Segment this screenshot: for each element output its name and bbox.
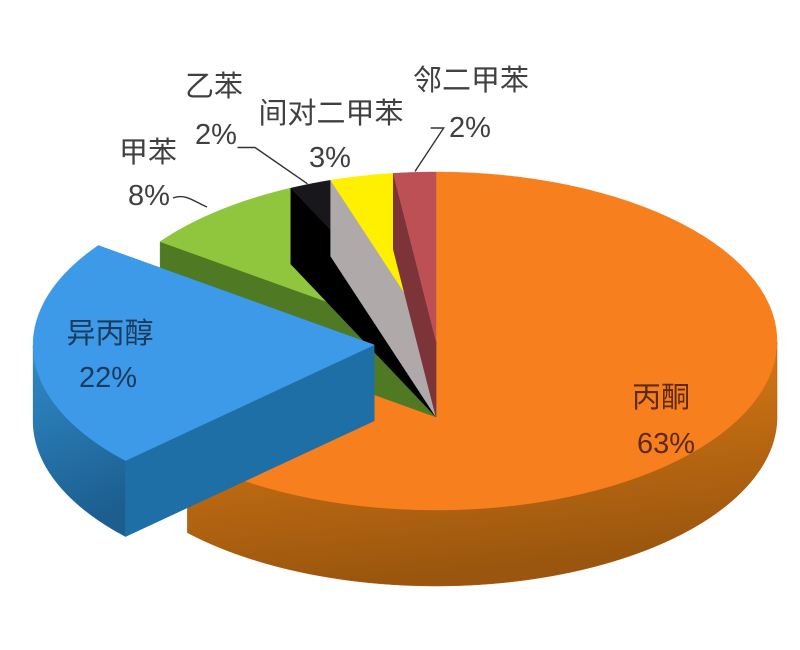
svg-text:异丙醇: 异丙醇	[66, 317, 153, 350]
svg-text:2%: 2%	[449, 112, 491, 144]
svg-text:8%: 8%	[128, 180, 170, 212]
svg-text:甲苯: 甲苯	[119, 136, 177, 169]
svg-text:丙酮: 丙酮	[632, 382, 690, 414]
svg-text:2%: 2%	[195, 119, 237, 151]
svg-text:22%: 22%	[79, 362, 137, 394]
svg-text:乙苯: 乙苯	[185, 70, 243, 103]
svg-text:间对二甲苯: 间对二甲苯	[258, 97, 403, 130]
svg-text:3%: 3%	[309, 142, 351, 174]
svg-text:63%: 63%	[637, 428, 695, 460]
svg-text:邻二甲苯: 邻二甲苯	[413, 64, 529, 97]
